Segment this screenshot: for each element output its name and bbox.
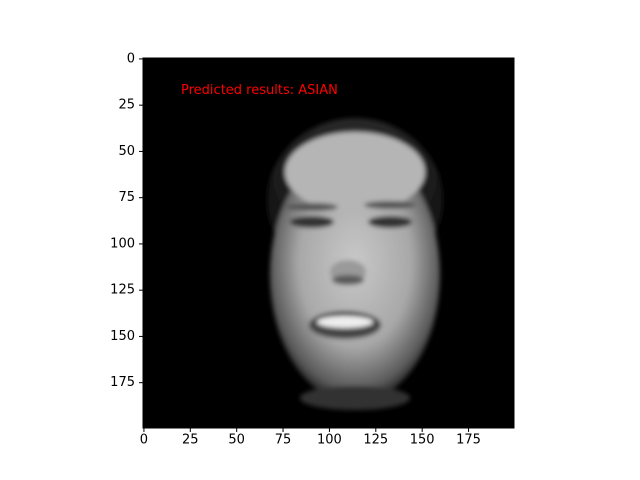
y-tick-label: 100 [110,236,135,251]
x-tick-label: 100 [317,433,342,448]
y-tick-label: 25 [118,98,135,113]
face [267,118,443,410]
x-tick-label: 0 [140,433,148,448]
x-tick-label: 125 [363,433,388,448]
y-tick-label: 175 [110,375,135,390]
x-tick-label: 150 [410,433,435,448]
y-tick-label: 0 [127,51,135,66]
x-tick-label: 75 [275,433,292,448]
y-tick-label: 150 [110,329,135,344]
image [143,58,514,428]
x-tick-label: 50 [228,433,245,448]
y-tick-label: 50 [118,144,135,159]
annotation: Predicted results: ASIAN [181,83,338,98]
x-tick-label: 25 [182,433,199,448]
y-tick-label: 75 [118,190,135,205]
axes-frame [142,57,515,429]
y-tick-label: 125 [110,283,135,298]
x-tick-label: 175 [456,433,481,448]
